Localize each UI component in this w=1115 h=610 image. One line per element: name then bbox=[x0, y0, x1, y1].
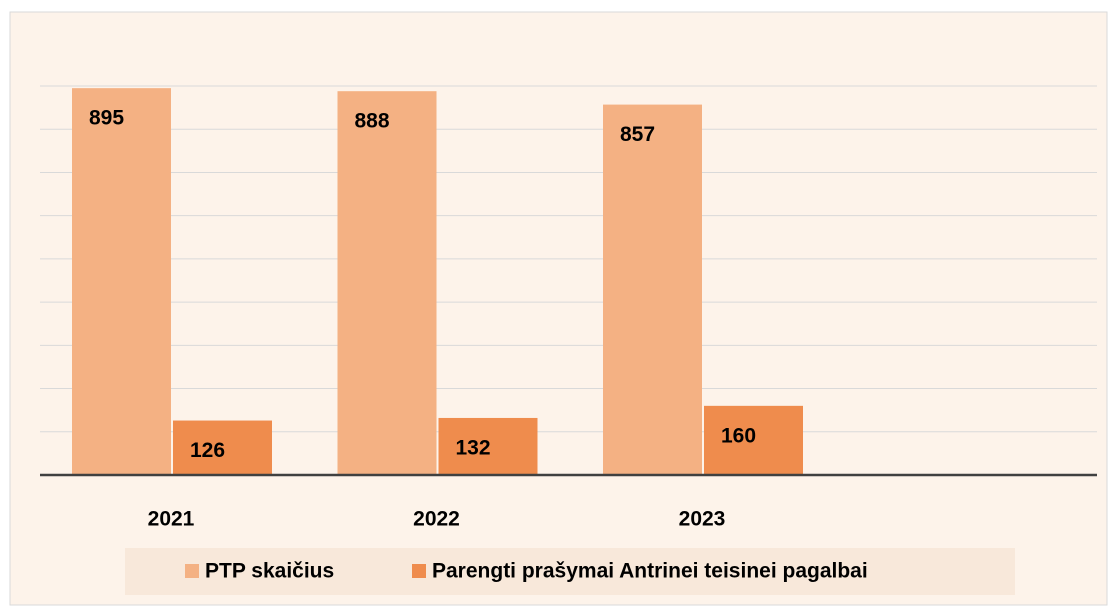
x-tick-label: 2021 bbox=[148, 508, 195, 531]
value-label: 857 bbox=[620, 123, 655, 146]
legend-label: Parengti prašymai Antrinei teisinei paga… bbox=[432, 560, 868, 583]
bar bbox=[173, 420, 272, 475]
value-label: 888 bbox=[354, 110, 389, 133]
value-label: 126 bbox=[190, 439, 225, 462]
chart-background bbox=[9, 11, 1108, 606]
value-label: 895 bbox=[89, 107, 124, 130]
bar bbox=[603, 104, 702, 475]
bar bbox=[704, 405, 803, 475]
bar bbox=[438, 417, 538, 475]
x-tick-label: 2022 bbox=[413, 508, 460, 531]
legend-swatch bbox=[185, 564, 199, 578]
legend-label: PTP skaičius bbox=[205, 560, 334, 583]
value-label: 160 bbox=[721, 424, 756, 447]
value-label: 132 bbox=[455, 436, 490, 459]
x-tick-label: 2023 bbox=[679, 508, 726, 531]
legend-swatch bbox=[412, 564, 426, 578]
bar bbox=[72, 88, 171, 476]
bar bbox=[337, 91, 437, 475]
legend-background bbox=[125, 548, 1015, 595]
